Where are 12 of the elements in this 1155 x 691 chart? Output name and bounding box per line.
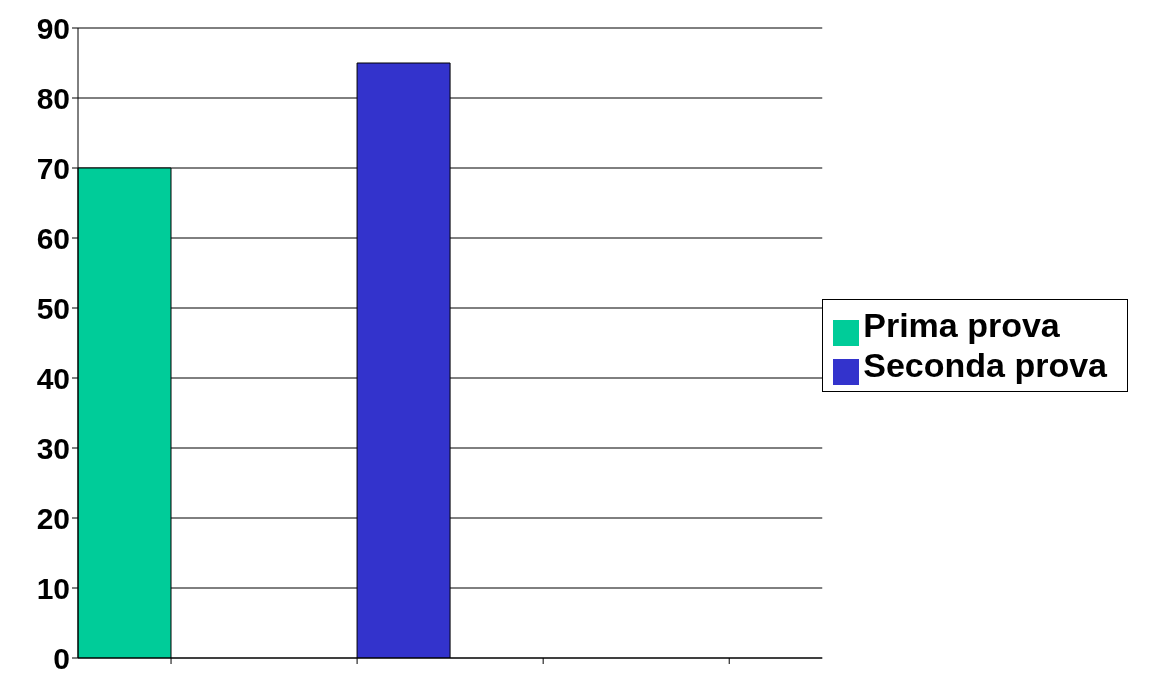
y-tick-label: 60 bbox=[36, 221, 70, 255]
y-tick-label: 80 bbox=[36, 81, 70, 115]
y-tick-label: 70 bbox=[36, 151, 70, 185]
y-tick-label: 10 bbox=[36, 571, 70, 605]
y-tick-label: 90 bbox=[36, 11, 70, 45]
y-tick-label: 50 bbox=[36, 291, 70, 325]
y-tick-label: 0 bbox=[53, 641, 70, 675]
legend-label: Prima prova bbox=[863, 305, 1060, 344]
y-tick-label: 30 bbox=[36, 431, 70, 465]
y-tick-label: 20 bbox=[36, 501, 70, 535]
legend-label: Seconda prova bbox=[863, 345, 1107, 384]
y-tick-label: 40 bbox=[36, 361, 70, 395]
